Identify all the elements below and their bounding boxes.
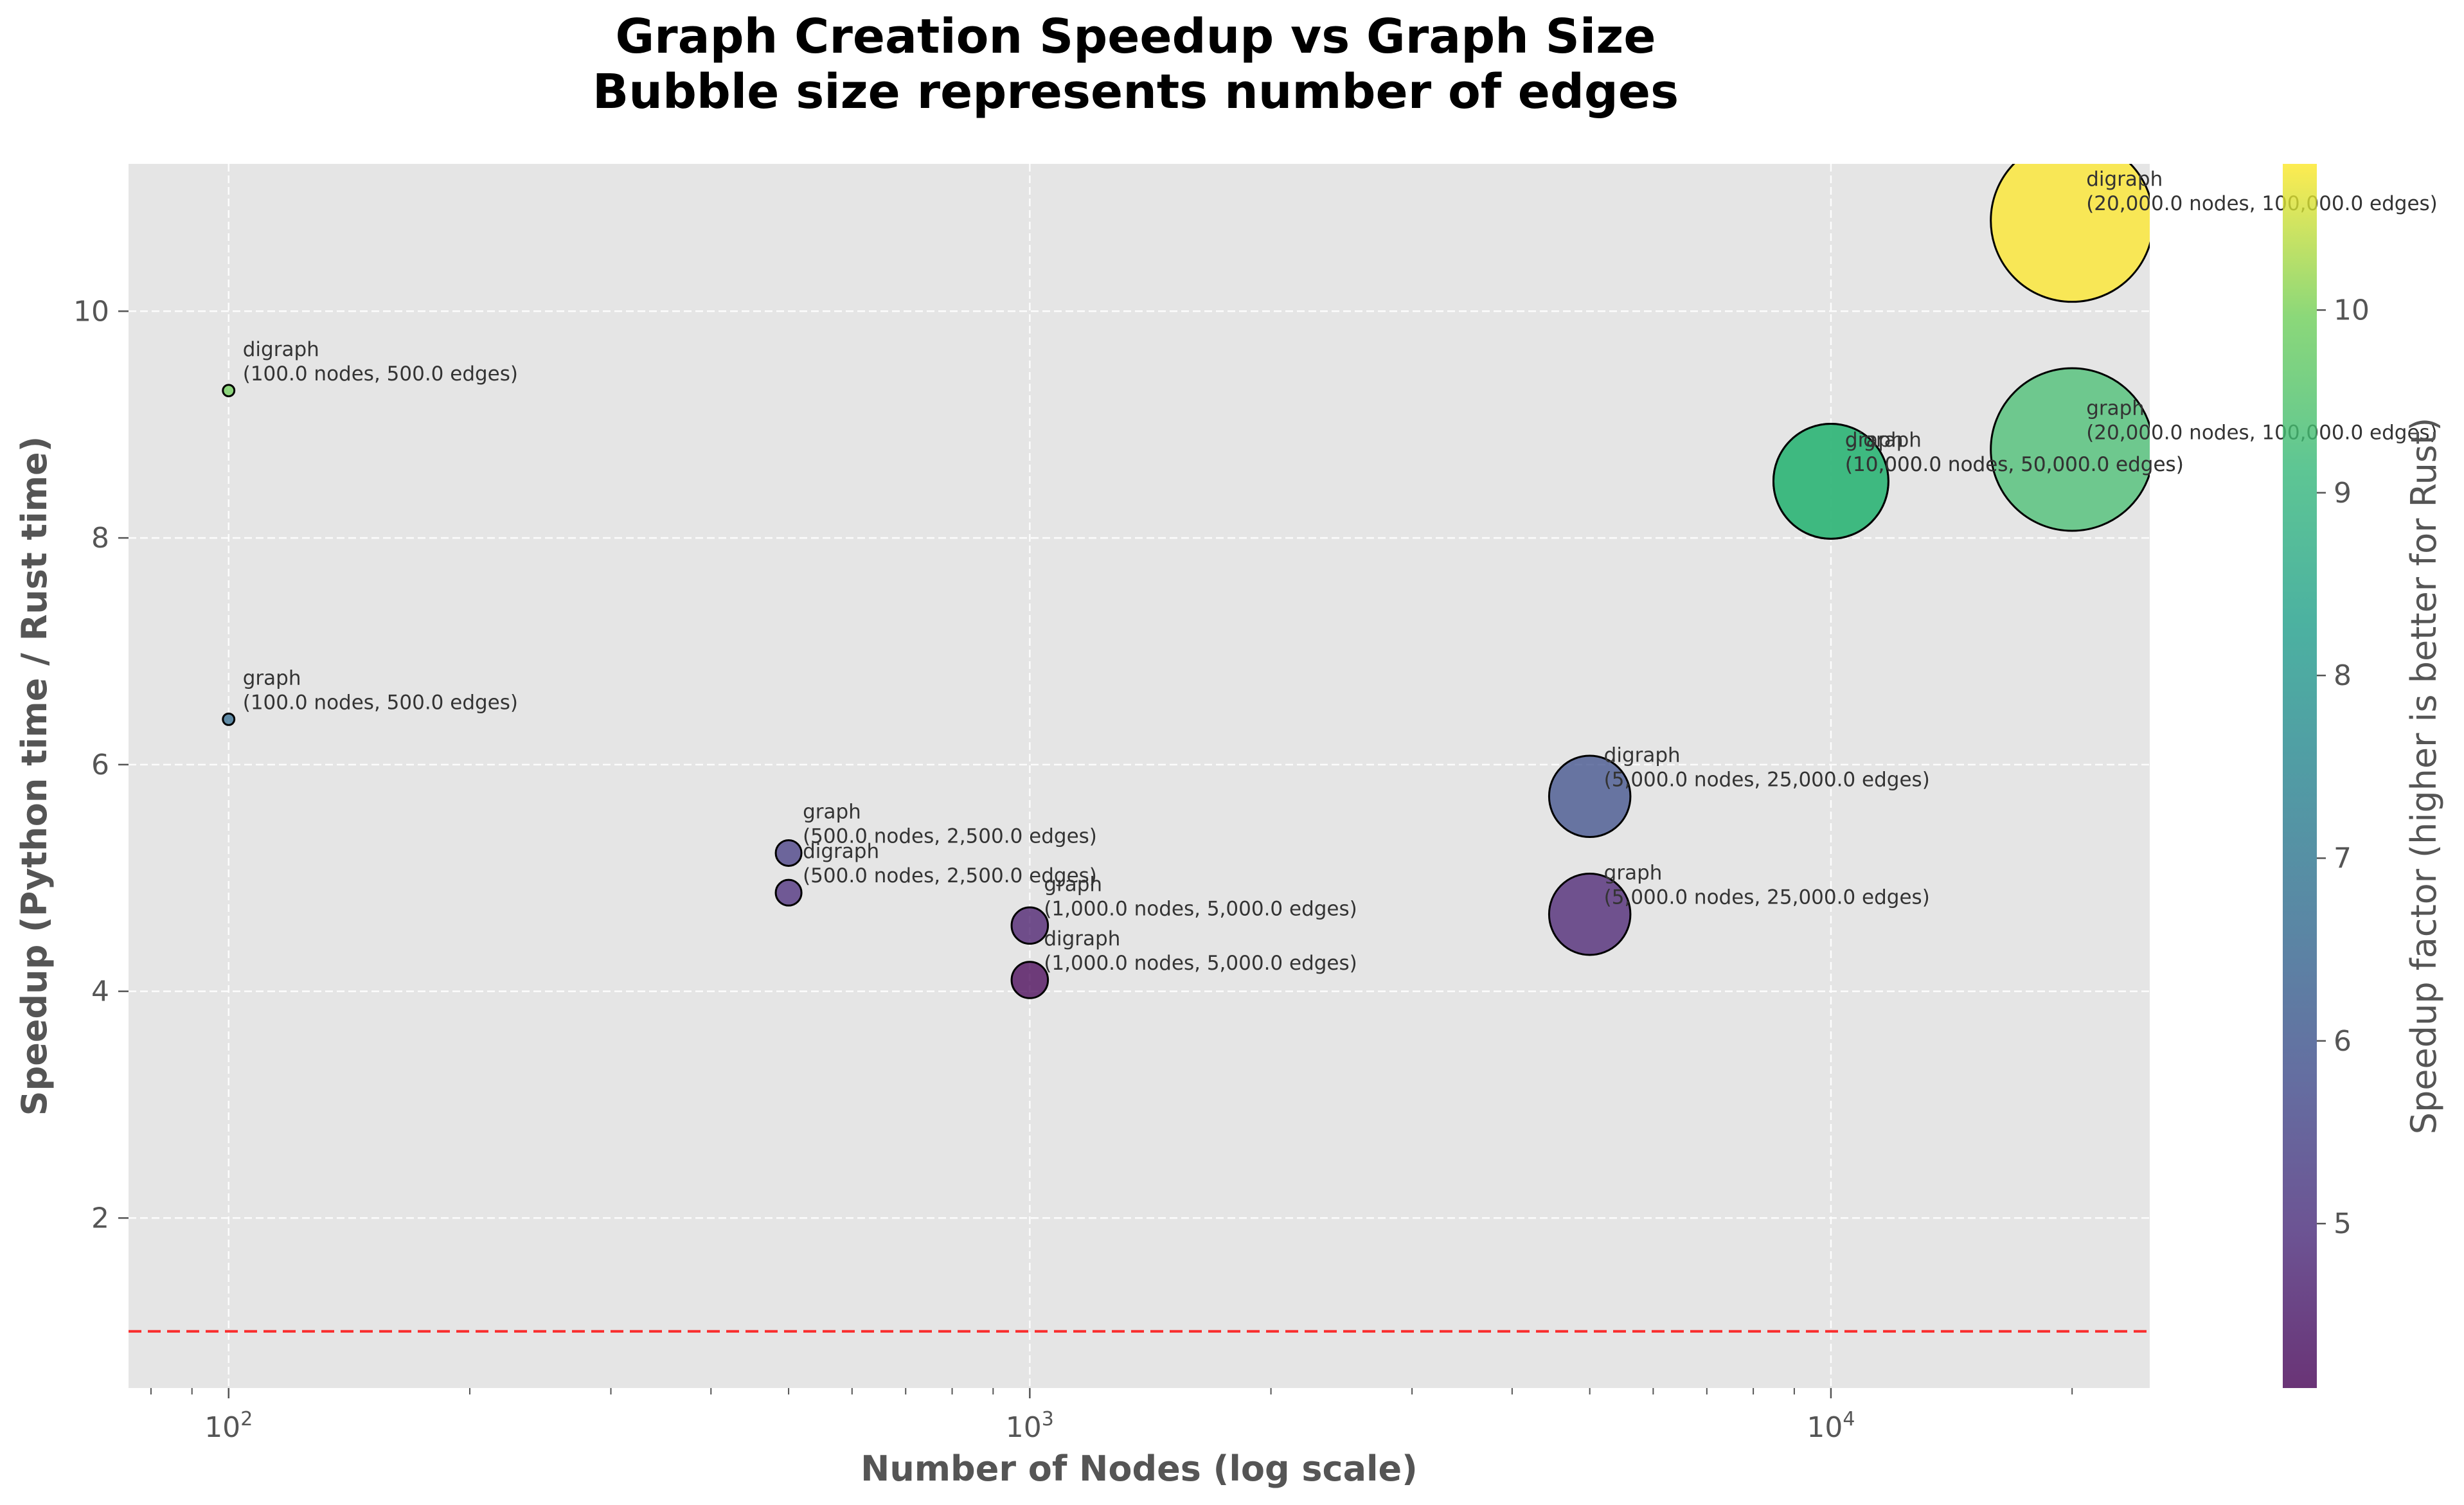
point-label: graph <box>2086 397 2145 420</box>
point-label: graph <box>1044 873 1102 896</box>
data-bubble <box>1010 906 1049 945</box>
x-tick-label: 102 <box>204 1408 253 1444</box>
x-tick-label: 104 <box>1807 1408 1855 1444</box>
colorbar-tick-label: 5 <box>2334 1207 2352 1240</box>
point-label: (5,000.0 nodes, 25,000.0 edges) <box>1604 886 1930 909</box>
point-label: digraph <box>1604 744 1681 767</box>
point-label: graph <box>803 800 861 823</box>
point-label: (10,000.0 nodes, 50,000.0 edges) <box>1845 453 2184 476</box>
data-bubble <box>1990 367 2150 532</box>
data-bubble <box>1548 872 1632 956</box>
point-label: (20,000.0 nodes, 100,000.0 edges) <box>2086 192 2438 215</box>
colorbar-tick-label: 8 <box>2334 659 2352 692</box>
point-label: (5,000.0 nodes, 25,000.0 edges) <box>1604 768 1930 791</box>
colorbar <box>2283 164 2317 1388</box>
data-bubble <box>774 839 803 867</box>
colorbar-tick-label: 9 <box>2334 477 2352 510</box>
data-bubble <box>1772 422 1889 540</box>
y-tick-label: 10 <box>73 295 109 328</box>
colorbar-tick-label: 6 <box>2334 1025 2352 1058</box>
x-axis-title: Number of Nodes (log scale) <box>861 1448 1418 1489</box>
point-label: digraph <box>2086 168 2163 191</box>
data-bubble <box>774 878 803 907</box>
point-label: (20,000.0 nodes, 100,000.0 edges) <box>2086 422 2438 445</box>
point-label: (10,000.0 nodes, 50,000.0 edges) <box>1845 453 2184 476</box>
colorbar-tick-label: 7 <box>2334 842 2352 875</box>
plot-area <box>129 164 2150 1388</box>
y-tick-label: 4 <box>91 975 109 1008</box>
data-bubble <box>1010 961 1049 999</box>
data-bubble <box>222 384 236 398</box>
data-bubble <box>1990 164 2150 303</box>
y-tick-label: 8 <box>91 522 109 555</box>
y-tick-label: 6 <box>91 749 109 781</box>
point-label: graph <box>1604 862 1663 885</box>
y-axis-title: Speedup (Python time / Rust time) <box>14 436 55 1116</box>
point-label: (1,000.0 nodes, 5,000.0 edges) <box>1044 952 1357 975</box>
point-label: graph <box>243 666 301 690</box>
y-tick-label: 2 <box>91 1202 109 1234</box>
colorbar-tick-label: 10 <box>2334 294 2370 326</box>
chart-title: Graph Creation Speedup vs Graph Size <box>615 9 1656 64</box>
point-label: digraph <box>1845 429 1922 452</box>
point-label: (100.0 nodes, 500.0 edges) <box>243 362 518 386</box>
x-tick-label: 103 <box>1006 1408 1054 1444</box>
point-label: (100.0 nodes, 500.0 edges) <box>243 691 518 714</box>
point-label: digraph <box>803 840 879 863</box>
point-label: (500.0 nodes, 2,500.0 edges) <box>803 864 1097 887</box>
point-label: graph <box>1845 429 1904 452</box>
point-label: digraph <box>243 338 319 361</box>
data-bubble <box>1548 754 1632 838</box>
point-label: (1,000.0 nodes, 5,000.0 edges) <box>1044 897 1357 920</box>
colorbar-title: Speedup factor (higher is better for Rus… <box>2404 418 2444 1135</box>
chart-subtitle: Bubble size represents number of edges <box>592 64 1679 120</box>
data-bubble <box>222 712 236 726</box>
point-label: digraph <box>1044 927 1120 950</box>
point-label: (500.0 nodes, 2,500.0 edges) <box>803 824 1097 848</box>
